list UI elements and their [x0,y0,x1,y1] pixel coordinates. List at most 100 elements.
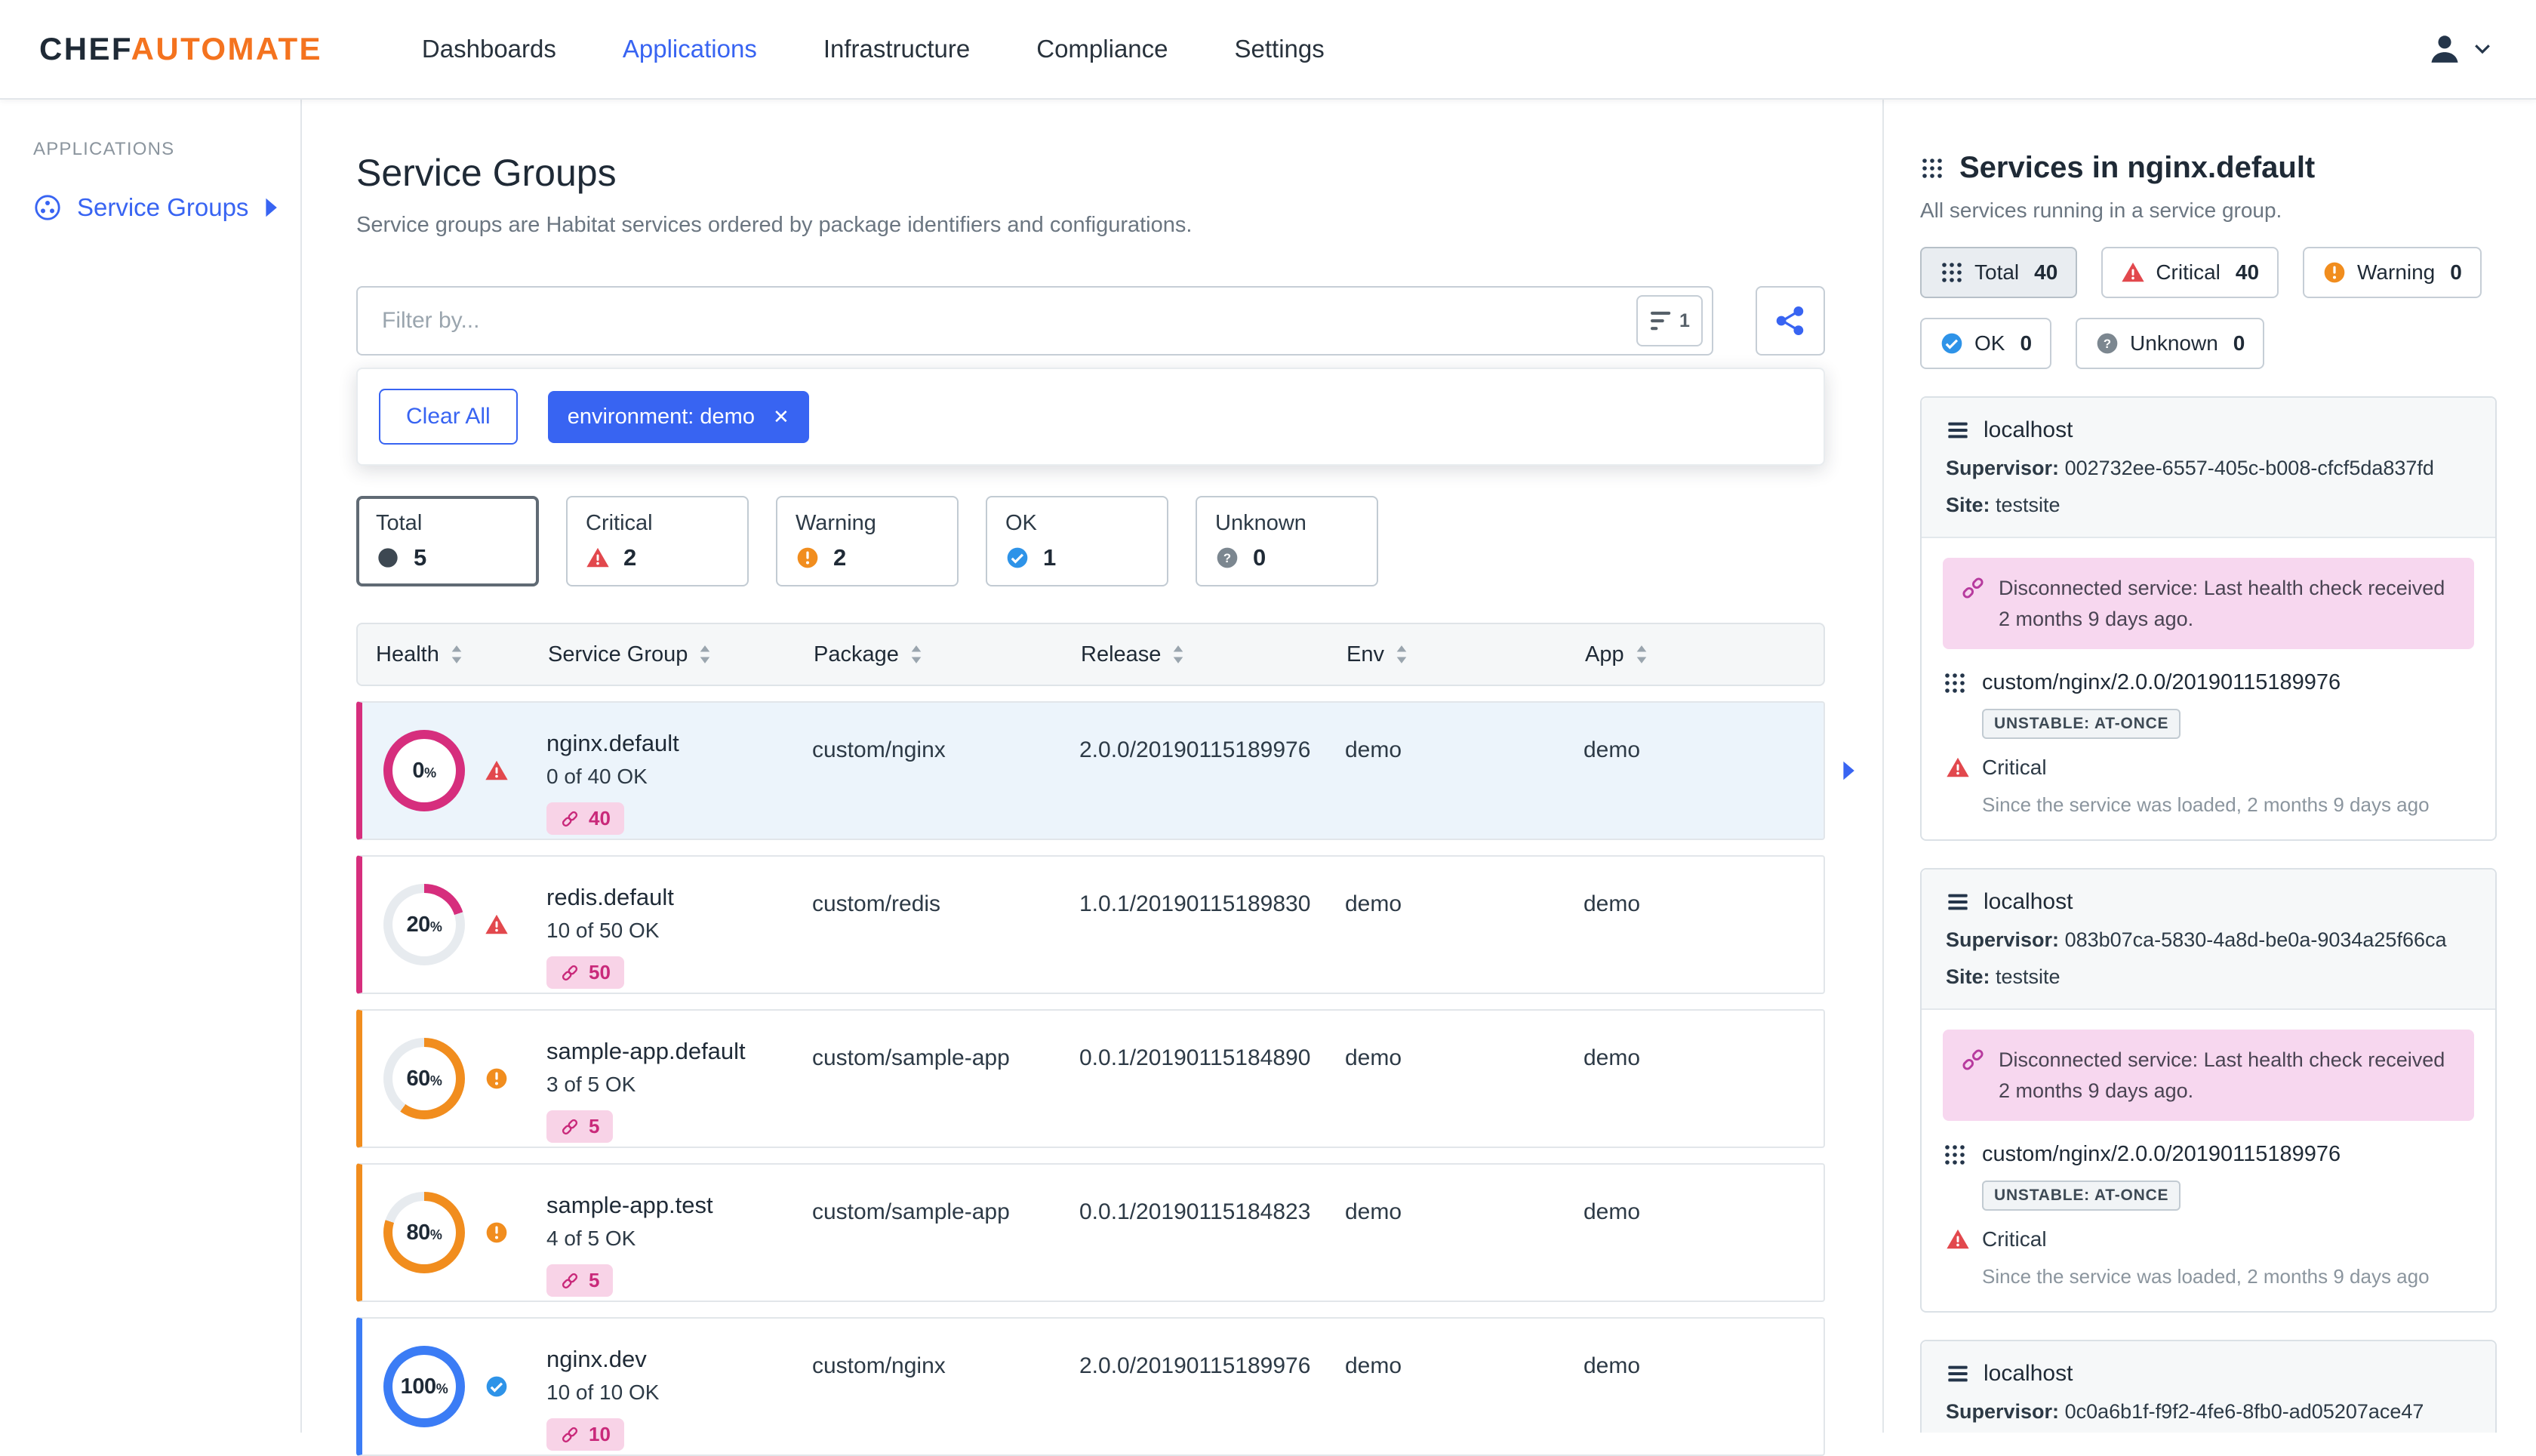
nav-item-compliance[interactable]: Compliance [1036,35,1168,63]
sidebar-item-label: Service Groups [77,193,249,221]
service-group-row[interactable]: 20% redis.default 10 of 50 OK 50 custom/redi… [356,855,1825,994]
ok-icon [1940,331,1964,356]
service-group-row[interactable]: 100% nginx.dev 10 of 10 OK 10 custom/nginx 2.… [356,1317,1825,1456]
app-cell: demo [1583,891,1641,916]
status-filter-ok[interactable]: OK 1 [986,496,1168,586]
sort-icon[interactable] [1171,644,1185,665]
service-group-row[interactable]: 80% sample-app.test 4 of 5 OK 5 custom/sampl… [356,1163,1825,1302]
panel-badge-count: 0 [2020,331,2033,355]
filter-toggle-button[interactable]: 1 [1636,295,1703,346]
chef-automate-logo[interactable]: CHEFAUTOMATE [39,31,322,67]
column-header-release[interactable]: Release [1081,642,1346,667]
nav-item-applications[interactable]: Applications [622,35,757,63]
env-cell: demo [1345,737,1402,762]
panel-badge-label: Warning [2357,260,2436,284]
badge-count: 5 [589,1115,600,1137]
service-groups-icon [33,193,62,222]
ok-icon [485,1374,509,1399]
link-icon [560,809,580,829]
hostname: localhost [1984,417,2073,442]
panel-filter-warning[interactable]: Warning 0 [2303,247,2482,298]
status-card-count: 2 [623,544,637,571]
warning-icon [485,1221,509,1245]
health-percent: 0 [412,758,425,783]
link-icon [560,1117,580,1137]
service-group-name: nginx.dev [546,1346,647,1372]
chevron-right-icon[interactable] [1842,760,1857,781]
supervisor-id: 0c0a6b1f-f9f2-4fe6-8fb0-ad05207ace47 [2064,1400,2424,1423]
sort-icon[interactable] [909,644,923,665]
app-cell: demo [1583,1199,1641,1224]
panel-filter-critical[interactable]: Critical 40 [2101,247,2279,298]
link-icon [560,963,580,983]
column-header-service-group[interactable]: Service Group [548,642,814,667]
service-group-row[interactable]: 0% nginx.default 0 of 40 OK 40 custom/nginx 2… [356,701,1854,840]
column-header-package[interactable]: Package [814,642,1081,667]
disconnected-count-badge: 5 [546,1110,614,1143]
package-cell: custom/sample-app [812,1199,1010,1224]
percent-sign: % [429,1073,442,1088]
status-card-label: Critical [586,511,653,535]
list-icon [1946,1362,1970,1386]
package-icon [1943,671,1967,695]
panel-filter-ok[interactable]: OK 0 [1920,318,2052,369]
service-group-row[interactable]: 60% sample-app.default 3 of 5 OK 5 custom/sa… [356,1009,1825,1148]
sort-icon[interactable] [1395,644,1408,665]
column-header-app[interactable]: App [1585,642,1824,667]
sort-icon[interactable] [1635,644,1648,665]
page-subtitle: Service groups are Habitat services orde… [356,213,1193,237]
status-filter-warning[interactable]: Warning 2 [776,496,959,586]
site-label: Site: [1946,965,1990,988]
panel-badge-count: 40 [2034,260,2058,284]
panel-filter-unknown[interactable]: ? Unknown 0 [2076,318,2265,369]
brand-chef: CHEF [39,31,131,66]
status-filter-total[interactable]: Total 5 [356,496,539,586]
status-card-label: OK [1005,511,1037,535]
column-header-health[interactable]: Health [376,642,548,667]
column-label: App [1585,642,1624,666]
service-card-body: Disconnected service: Last health check … [1922,538,2495,839]
clear-all-button[interactable]: Clear All [379,389,518,445]
panel-status-badges: Total 40 Critical 40 Warning 0 OK 0? Unknown 0 [1920,247,2497,369]
sidebar-items: Service Groups [0,184,300,231]
status-filter-unknown[interactable]: Unknown? 0 [1196,496,1378,586]
service-card-header: localhost Supervisor: 0c0a6b1f-f9f2-4fe6-… [1922,1341,2495,1433]
percent-sign: % [429,919,442,934]
filter-chip[interactable]: environment: demo ✕ [547,390,809,443]
table-header: Health Service Group Package Release Env App [356,623,1825,686]
nav-item-dashboards[interactable]: Dashboards [421,35,556,63]
nav-item-settings[interactable]: Settings [1234,35,1325,63]
env-cell: demo [1345,891,1402,916]
sort-icon[interactable] [698,644,712,665]
sidebar-item-service-groups[interactable]: Service Groups [0,184,300,231]
left-sidebar: APPLICATIONS Service Groups [0,100,302,1433]
top-navigation: CHEFAUTOMATE Dashboards Applications Infra… [0,0,2536,100]
filter-chip-label: environment: demo [567,404,755,429]
health-percent: 80 [406,1220,430,1245]
supervisor-id: 002732ee-6557-405c-b008-cfcf5da837fd [2064,457,2434,479]
close-icon[interactable]: ✕ [772,405,789,428]
critical-icon [1946,756,1970,780]
release-cell: 0.0.1/20190115184823 [1079,1199,1311,1224]
nav-item-infrastructure[interactable]: Infrastructure [823,35,971,63]
share-button[interactable] [1756,286,1825,356]
column-header-env[interactable]: Env [1346,642,1585,667]
status-card-count: 5 [414,544,427,571]
chevron-right-icon [264,197,279,218]
disconnected-alert: Disconnected service: Last health check … [1943,1030,2474,1121]
service-group-cell: nginx.dev 10 of 10 OK 10 [546,1319,812,1454]
critical-icon [485,759,509,783]
panel-badge-count: 40 [2235,260,2260,284]
env-cell: demo [1345,1199,1402,1224]
sort-icon[interactable] [450,644,463,665]
filter-input[interactable] [358,288,1636,354]
package-identifier: custom/nginx/2.0.0/20190115189976 [1982,670,2341,694]
disconnected-count-badge: 5 [546,1264,614,1297]
panel-filter-total[interactable]: Total 40 [1920,247,2078,298]
list-icon [1946,418,1970,442]
status-filter-critical[interactable]: Critical 2 [566,496,749,586]
service-groups-table: Health Service Group Package Release Env App … [356,623,1854,1456]
user-menu[interactable] [2426,30,2491,68]
service-card-body: Disconnected service: Last health check … [1922,1010,2495,1311]
sidebar-heading: APPLICATIONS [33,139,175,159]
